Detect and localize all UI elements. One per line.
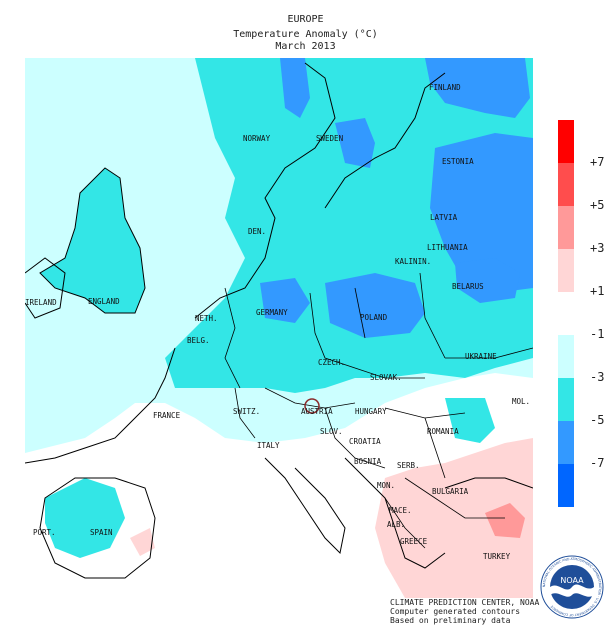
legend-colorbar (558, 120, 574, 507)
label-finland: FINLAND (429, 83, 461, 92)
legend-cell (558, 163, 574, 206)
anomaly-zone-cyan (165, 58, 533, 393)
label-ireland: IRELAND (25, 298, 57, 307)
legend-label: +5 (590, 198, 605, 212)
anomaly-zone-cyan-uk (40, 168, 145, 313)
label-spain: SPAIN (90, 528, 113, 537)
label-norway: NORWAY (243, 134, 271, 143)
noaa-logo-text: NOAA (560, 576, 584, 585)
anomaly-zone-blue-sweden (335, 118, 375, 168)
map-title: EUROPE (287, 14, 324, 25)
credits-line-2: Computer generated contours (390, 607, 521, 616)
label-port: PORT. (33, 528, 56, 537)
label-estonia: ESTONIA (442, 157, 474, 166)
noaa-logo: NOAA NATIONAL OCEANIC AND ATMOSPHERIC AD… (540, 555, 604, 619)
label-croatia: CROATIA (349, 437, 381, 446)
label-greece: GREECE (400, 537, 428, 546)
label-france: FRANCE (153, 411, 181, 420)
label-belarus: BELARUS (452, 282, 484, 291)
credits-line-1: CLIMATE PREDICTION CENTER, NOAA (390, 598, 540, 607)
label-austria: AUSTRIA (301, 407, 333, 416)
label-bosnia: BOSNIA (354, 457, 382, 466)
legend-cell (558, 464, 574, 507)
label-switz: SWITZ. (233, 407, 260, 416)
legend-label: -5 (590, 413, 605, 427)
label-alb: ALB. (387, 520, 405, 529)
legend-cell (558, 292, 574, 335)
label-den: DEN. (248, 227, 266, 236)
legend-cell (558, 249, 574, 292)
anomaly-zone-pink-dark (485, 503, 525, 538)
label-hungary: HUNGARY (355, 407, 387, 416)
label-mol: MOL. (512, 397, 530, 406)
label-ukraine: UKRAINE (465, 352, 497, 361)
anomaly-zone-blue-germany (260, 278, 310, 323)
label-latvia: LATVIA (430, 213, 458, 222)
legend-cell (558, 421, 574, 464)
country-borders (224, 272, 533, 549)
label-turkey: TURKEY (483, 552, 511, 561)
legend-cell (558, 120, 574, 163)
anomaly-zone-blue-finland (425, 58, 530, 118)
legend-label: +7 (590, 155, 605, 169)
anomaly-zone-blue-norway (280, 58, 310, 118)
legend-cell (558, 206, 574, 249)
anomaly-zone-blue-poland (325, 273, 425, 338)
label-bulgaria: BULGARIA (432, 487, 469, 496)
label-slov: SLOV. (320, 427, 343, 436)
label-mace: MACE. (389, 506, 412, 515)
anomaly-zone-cyan-spain (45, 478, 125, 558)
legend-label: +1 (590, 284, 605, 298)
legend-cell (558, 335, 574, 378)
credits: CLIMATE PREDICTION CENTER, NOAA Computer… (390, 598, 539, 625)
label-kalinin: KALININ. (395, 257, 431, 266)
label-neth: NETH. (195, 314, 218, 323)
label-sweden: SWEDEN (316, 134, 343, 143)
anomaly-zone-blue-baltic (430, 133, 533, 293)
label-slovak: SLOVAK. (370, 373, 402, 382)
label-england: ENGLAND (88, 297, 120, 306)
label-romania: ROMANIA (427, 427, 459, 436)
legend-label: -1 (590, 327, 605, 341)
label-belg: BELG. (187, 336, 210, 345)
anomaly-zone-blue-belarus (455, 258, 520, 303)
label-serb: SERB. (397, 461, 420, 470)
legend-cell (558, 378, 574, 421)
label-mon: MON. (377, 481, 395, 490)
legend-label: -3 (590, 370, 605, 384)
anomaly-zone-pink-spain (130, 528, 155, 556)
coastlines (25, 62, 533, 579)
legend-label: +3 (590, 241, 605, 255)
map-subtitle: Temperature Anomaly (°C) (233, 29, 378, 40)
legend-label: -7 (590, 456, 605, 470)
credits-line-3: Based on preliminary data (390, 616, 511, 625)
label-germany: GERMANY (256, 308, 288, 317)
alps-contour (304, 398, 320, 414)
map-date: March 2013 (275, 41, 336, 52)
anomaly-zone-cyan-romania (445, 398, 495, 443)
label-italy: ITALY (257, 441, 280, 450)
label-poland: POLAND (360, 313, 388, 322)
label-czech: CZECH. (318, 358, 345, 367)
label-lithuania: LITHUANIA (427, 243, 468, 252)
anomaly-map: FINLAND NORWAY SWEDEN ESTONIA LATVIA LIT… (25, 58, 533, 598)
